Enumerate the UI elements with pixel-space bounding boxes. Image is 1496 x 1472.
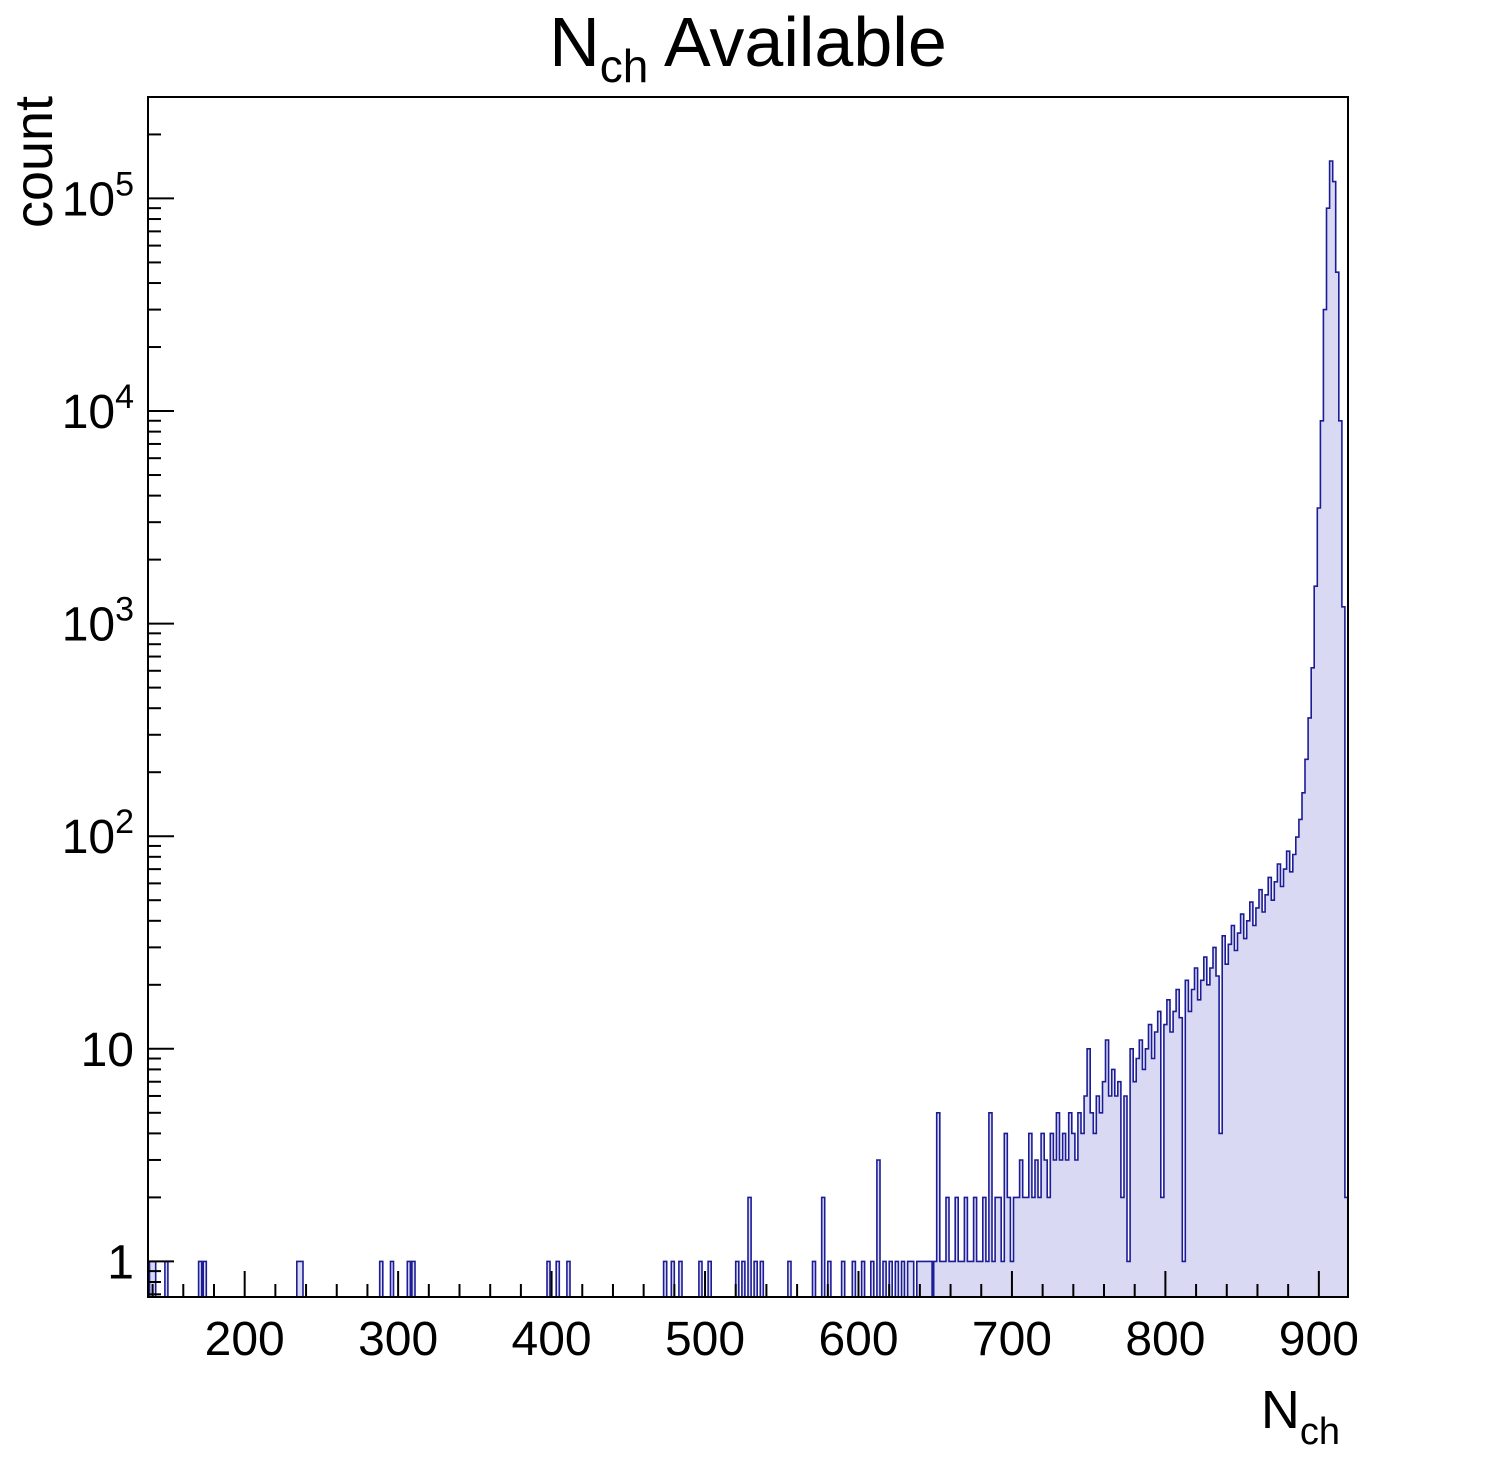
x-tick-label: 700 (972, 1313, 1052, 1366)
x-tick-label: 300 (358, 1313, 438, 1366)
y-tick-label: 10 (81, 1024, 134, 1077)
x-axis-label: Nch (1261, 1380, 1340, 1453)
axis-ticks (148, 133, 1320, 1297)
plot-frame (147, 96, 1349, 1298)
x-tick-label: 900 (1279, 1313, 1359, 1366)
x-tick-label: 400 (512, 1313, 592, 1366)
y-tick-label: 105 (62, 165, 134, 226)
y-tick-label: 1 (107, 1236, 134, 1289)
histogram-series (148, 160, 1349, 1298)
x-tick-label: 600 (818, 1313, 898, 1366)
y-tick-label: 103 (62, 591, 134, 652)
y-axis-label: count (4, 96, 64, 228)
y-tick-label: 104 (62, 378, 134, 439)
x-tick-label: 200 (205, 1313, 285, 1366)
chart-title: Nch Available (549, 3, 947, 92)
plot-group: 200 300 400 500 600 700 800 900 1 10 102 103 104 105 N… (62, 3, 1359, 1453)
y-tick-label: 102 (62, 803, 134, 864)
x-tick-label: 500 (665, 1313, 745, 1366)
x-tick-label: 800 (1125, 1313, 1205, 1366)
